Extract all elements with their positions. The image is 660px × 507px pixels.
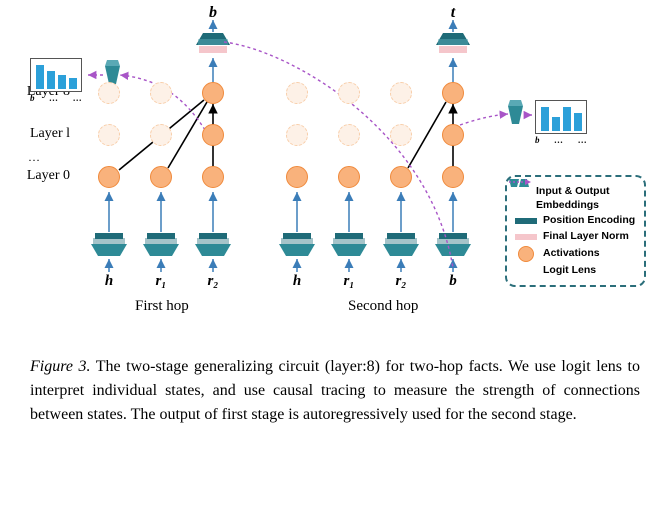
hop2-bars-labels: b…… [535,135,587,145]
hop2-r1-layer0 [338,166,360,188]
hop2-token-r1: r₁ [334,273,364,290]
hop2-token-r2: r₂ [386,273,416,290]
hop2-r1-layerl [338,124,360,146]
hop2-b-layer0 [442,166,464,188]
legend-activations: Activations [513,246,638,262]
hop2-r1-layer8 [338,82,360,104]
hop2-r2-layer8 [390,82,412,104]
legend-layernorm: Final Layer Norm [513,230,638,244]
hop2-token-h: h [282,273,312,290]
hop1-token-h: h [94,273,124,290]
hop2-token-b: b [438,273,468,290]
hop2-b-layerl [442,124,464,146]
hop2-logit-bars [535,100,587,134]
legend-logit-lens: Logit Lens [513,264,638,278]
hop1-r1-layerl [150,124,172,146]
hop2-h-layerl [286,124,308,146]
hop1-h-layerl [98,124,120,146]
hop2-output-t: t [438,4,468,22]
figure-number: Figure 3. [30,358,91,375]
hop2-r2-layerl [390,124,412,146]
hop1-token-r1: r₁ [146,273,176,290]
figure-caption: Figure 3. The two-stage generalizing cir… [10,340,650,437]
legend: Input & Output Embeddings Position Encod… [505,175,646,287]
layer-ellipsis: … [28,150,40,165]
figure-caption-text: The two-stage generalizing circuit (laye… [30,358,640,423]
hop1-logit-bars [30,58,82,92]
hop1-h-layer0 [98,166,120,188]
hop1-bars-labels: b…… [30,93,82,103]
second-hop-label: Second hop [348,298,418,315]
hop2-h-layer8 [286,82,308,104]
two-hop-circuit-diagram: Layer 8 Layer l … Layer 0 h r₁ r₂ [10,10,650,340]
hop2-r2-layer0 [390,166,412,188]
hop2-h-layer0 [286,166,308,188]
hop1-r2-layer0 [202,166,224,188]
hop1-r2-layer8 [202,82,224,104]
layer0-label: Layer 0 [10,168,70,184]
hop1-r1-layer0 [150,166,172,188]
hop1-output-b: b [198,4,228,22]
layerl-label: Layer l [10,126,70,142]
hop1-r2-layerl [202,124,224,146]
hop2-b-layer8 [442,82,464,104]
first-hop-input-stack [91,233,231,256]
second-hop-input-stack [279,233,471,256]
legend-embeddings: Input & Output Embeddings [513,185,638,212]
first-hop-label: First hop [135,298,189,315]
legend-position-encoding: Position Encoding [513,214,638,228]
hop1-token-r2: r₂ [198,273,228,290]
hop1-h-layer8 [98,82,120,104]
hop1-r1-layer8 [150,82,172,104]
